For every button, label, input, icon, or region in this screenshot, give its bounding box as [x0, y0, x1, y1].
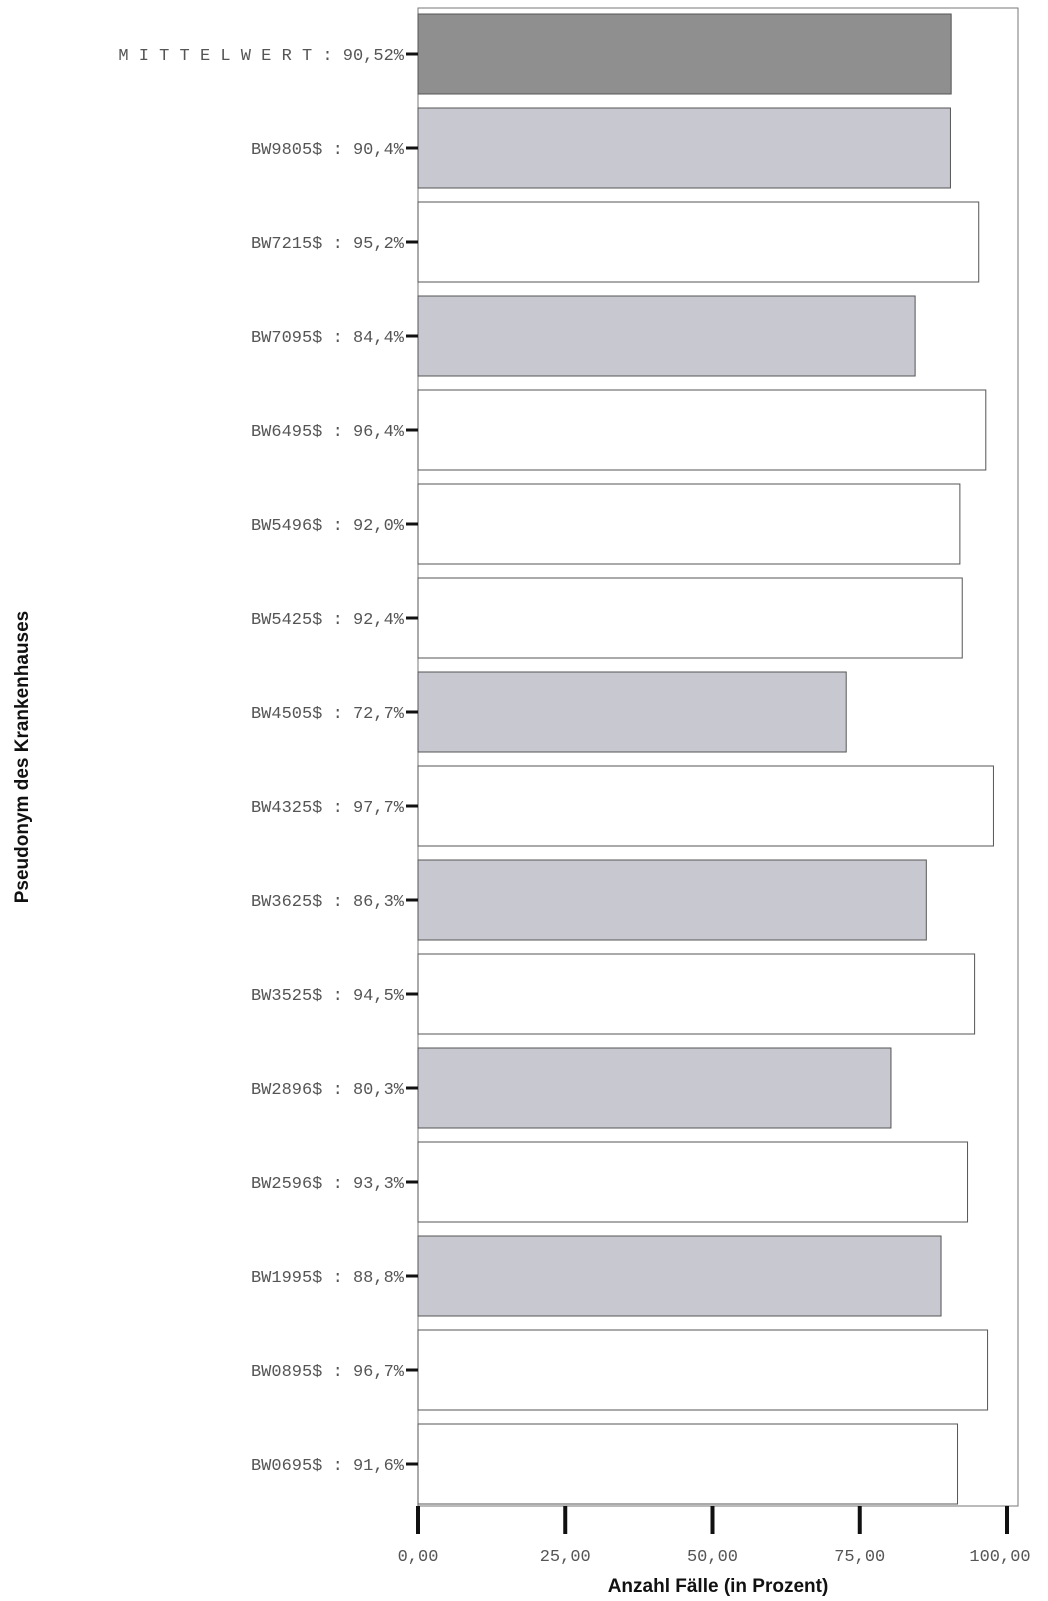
category-label: BW9805$ : 90,4%	[251, 141, 405, 160]
category-label: BW5425$ : 92,4%	[251, 611, 405, 630]
category-label: M I T T E L W E R T : 90,52%	[118, 47, 404, 66]
category-label: BW5496$ : 92,0%	[251, 517, 405, 536]
category-label: BW7215$ : 95,2%	[251, 235, 405, 254]
x-axis-title: Anzahl Fälle (in Prozent)	[608, 1576, 829, 1597]
category-label: BW2596$ : 93,3%	[251, 1175, 405, 1194]
bar	[417, 1141, 969, 1223]
x-ticks-group: 0,00 25,00 50,00 75,00 100,00	[398, 1506, 1031, 1567]
x-tick-label: 0,00	[398, 1548, 439, 1567]
bar	[417, 671, 847, 753]
bar	[417, 389, 987, 471]
x-tick-label: 50,00	[687, 1548, 738, 1567]
y-axis-title: Pseudonym des Krankenhauses	[12, 611, 33, 904]
bar	[417, 1329, 989, 1411]
category-label: BW0695$ : 91,6%	[251, 1457, 405, 1476]
bar	[417, 107, 951, 189]
bar	[417, 201, 980, 283]
category-labels-group: M I T T E L W E R T : 90,52% BW9805$ : 90…	[118, 47, 418, 1476]
category-label: BW0895$ : 96,7%	[251, 1363, 405, 1382]
category-label: BW7095$ : 84,4%	[251, 329, 405, 348]
x-tick-label: 100,00	[969, 1548, 1030, 1567]
mean-bar	[417, 13, 952, 95]
category-label: BW6495$ : 96,4%	[251, 423, 405, 442]
bar	[417, 1047, 892, 1129]
bar	[417, 1423, 959, 1505]
bar	[417, 765, 994, 847]
category-label: BW1995$ : 88,8%	[251, 1269, 405, 1288]
category-label: BW4325$ : 97,7%	[251, 799, 405, 818]
x-tick-label: 25,00	[540, 1548, 591, 1567]
bar	[417, 483, 961, 565]
bars-group	[417, 13, 994, 1505]
bar	[417, 295, 916, 377]
category-label: BW3525$ : 94,5%	[251, 987, 405, 1006]
bar	[417, 859, 927, 941]
category-label: BW3625$ : 86,3%	[251, 893, 405, 912]
bar	[417, 953, 976, 1035]
category-label: BW4505$ : 72,7%	[251, 705, 405, 724]
bar	[417, 577, 963, 659]
bar	[417, 1235, 942, 1317]
category-label: BW2896$ : 80,3%	[251, 1081, 405, 1100]
x-tick-label: 75,00	[834, 1548, 885, 1567]
